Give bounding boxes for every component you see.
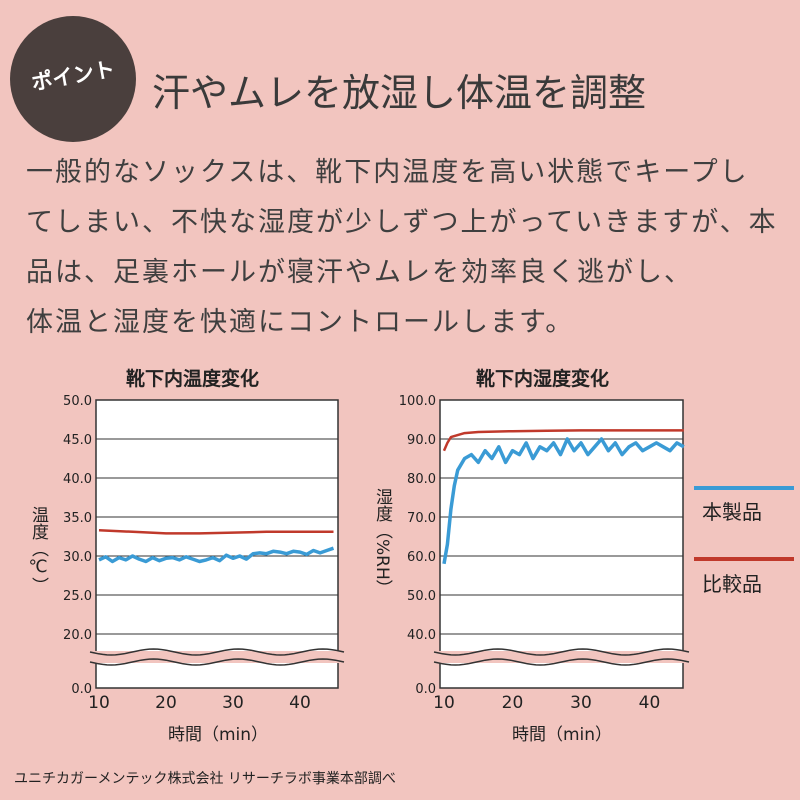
temperature-y-axis-label: 温度（℃） [28, 506, 48, 594]
temperature-x-tick-label: 20 [155, 693, 177, 713]
humidity-plot-area [439, 399, 684, 689]
humidity-axis-break-band [434, 651, 689, 663]
description-line: てしまい、不快な湿度が少しずつ上がっていきますが、本 [26, 207, 778, 238]
temperature-y-tick-label: 45.0 [63, 433, 92, 448]
legend-compare-line [694, 557, 794, 561]
humidity-y-tick-label: 80.0 [407, 472, 436, 487]
humidity-x-tick-label: 30 [570, 693, 592, 713]
temperature-axis-break-top [89, 648, 345, 656]
temperature-x-tick-label: 40 [289, 693, 311, 713]
legend-product-label: 本製品 [702, 500, 762, 524]
description-line: 品は、足裏ホールが寝汗やムレを効率良く逃がし、 [26, 257, 693, 288]
legend-product-line [694, 486, 794, 490]
humidity-y-tick-label: 60.0 [407, 550, 436, 565]
source-note: ユニチカガーメンテック株式会社 リサーチラボ事業本部調べ [14, 771, 396, 787]
page-heading: 汗やムレを放湿し体温を調整 [152, 71, 647, 115]
temperature-product-series-line [98, 546, 335, 564]
temperature-y-tick-label: 20.0 [63, 628, 92, 643]
temperature-x-axis-label: 時間（min） [168, 725, 269, 745]
humidity-chart-title: 靴下内湿度変化 [476, 368, 610, 390]
temperature-chart-title: 靴下内温度変化 [126, 368, 260, 390]
humidity-x-axis-label: 時間（min） [512, 725, 613, 745]
humidity-x-tick-label: 20 [502, 693, 524, 713]
humidity-y-tick-label: 90.0 [407, 433, 436, 448]
description-line: 一般的なソックスは、靴下内温度を高い状態でキープし [26, 157, 749, 188]
temperature-x-tick-label: 30 [222, 693, 244, 713]
temperature-y-tick-label: 35.0 [63, 511, 92, 526]
temperature-plot-area [95, 399, 339, 689]
humidity-compare-series-line [442, 429, 684, 452]
humidity-product-series-line [442, 437, 685, 565]
point-badge: ポイント [10, 16, 136, 142]
temperature-y-tick-label: 25.0 [63, 589, 92, 604]
humidity-y-tick-label: 100.0 [399, 394, 436, 409]
point-badge-text: ポイント [29, 56, 117, 96]
temperature-y-tick-label: 0.0 [71, 682, 92, 697]
humidity-y-tick-label: 40.0 [407, 628, 436, 643]
humidity-y-axis-label: 湿度（%RH） [372, 488, 392, 597]
temperature-y-tick-label: 50.0 [63, 394, 92, 409]
humidity-y-tick-label: 50.0 [407, 589, 436, 604]
temperature-y-tick-label: 30.0 [63, 550, 92, 565]
description-line: 体温と湿度を快適にコントロールします。 [26, 307, 575, 338]
humidity-axis-break-top [433, 648, 690, 656]
temperature-y-tick-label: 40.0 [63, 472, 92, 487]
description-text: 一般的なソックスは、靴下内温度を高い状態でキープし てしまい、不快な湿度が少しず… [26, 148, 786, 348]
temperature-axis-break-bottom [89, 658, 345, 666]
temperature-compare-series-line [98, 529, 334, 535]
humidity-x-tick-label: 40 [639, 693, 661, 713]
humidity-x-tick-label: 10 [433, 693, 455, 713]
humidity-y-tick-label: 0.0 [415, 682, 436, 697]
temperature-x-tick-label: 10 [88, 693, 110, 713]
humidity-axis-break-bottom [433, 658, 690, 666]
humidity-y-tick-label: 70.0 [407, 511, 436, 526]
temperature-axis-break-band [90, 651, 344, 663]
legend-compare-label: 比較品 [702, 572, 762, 596]
